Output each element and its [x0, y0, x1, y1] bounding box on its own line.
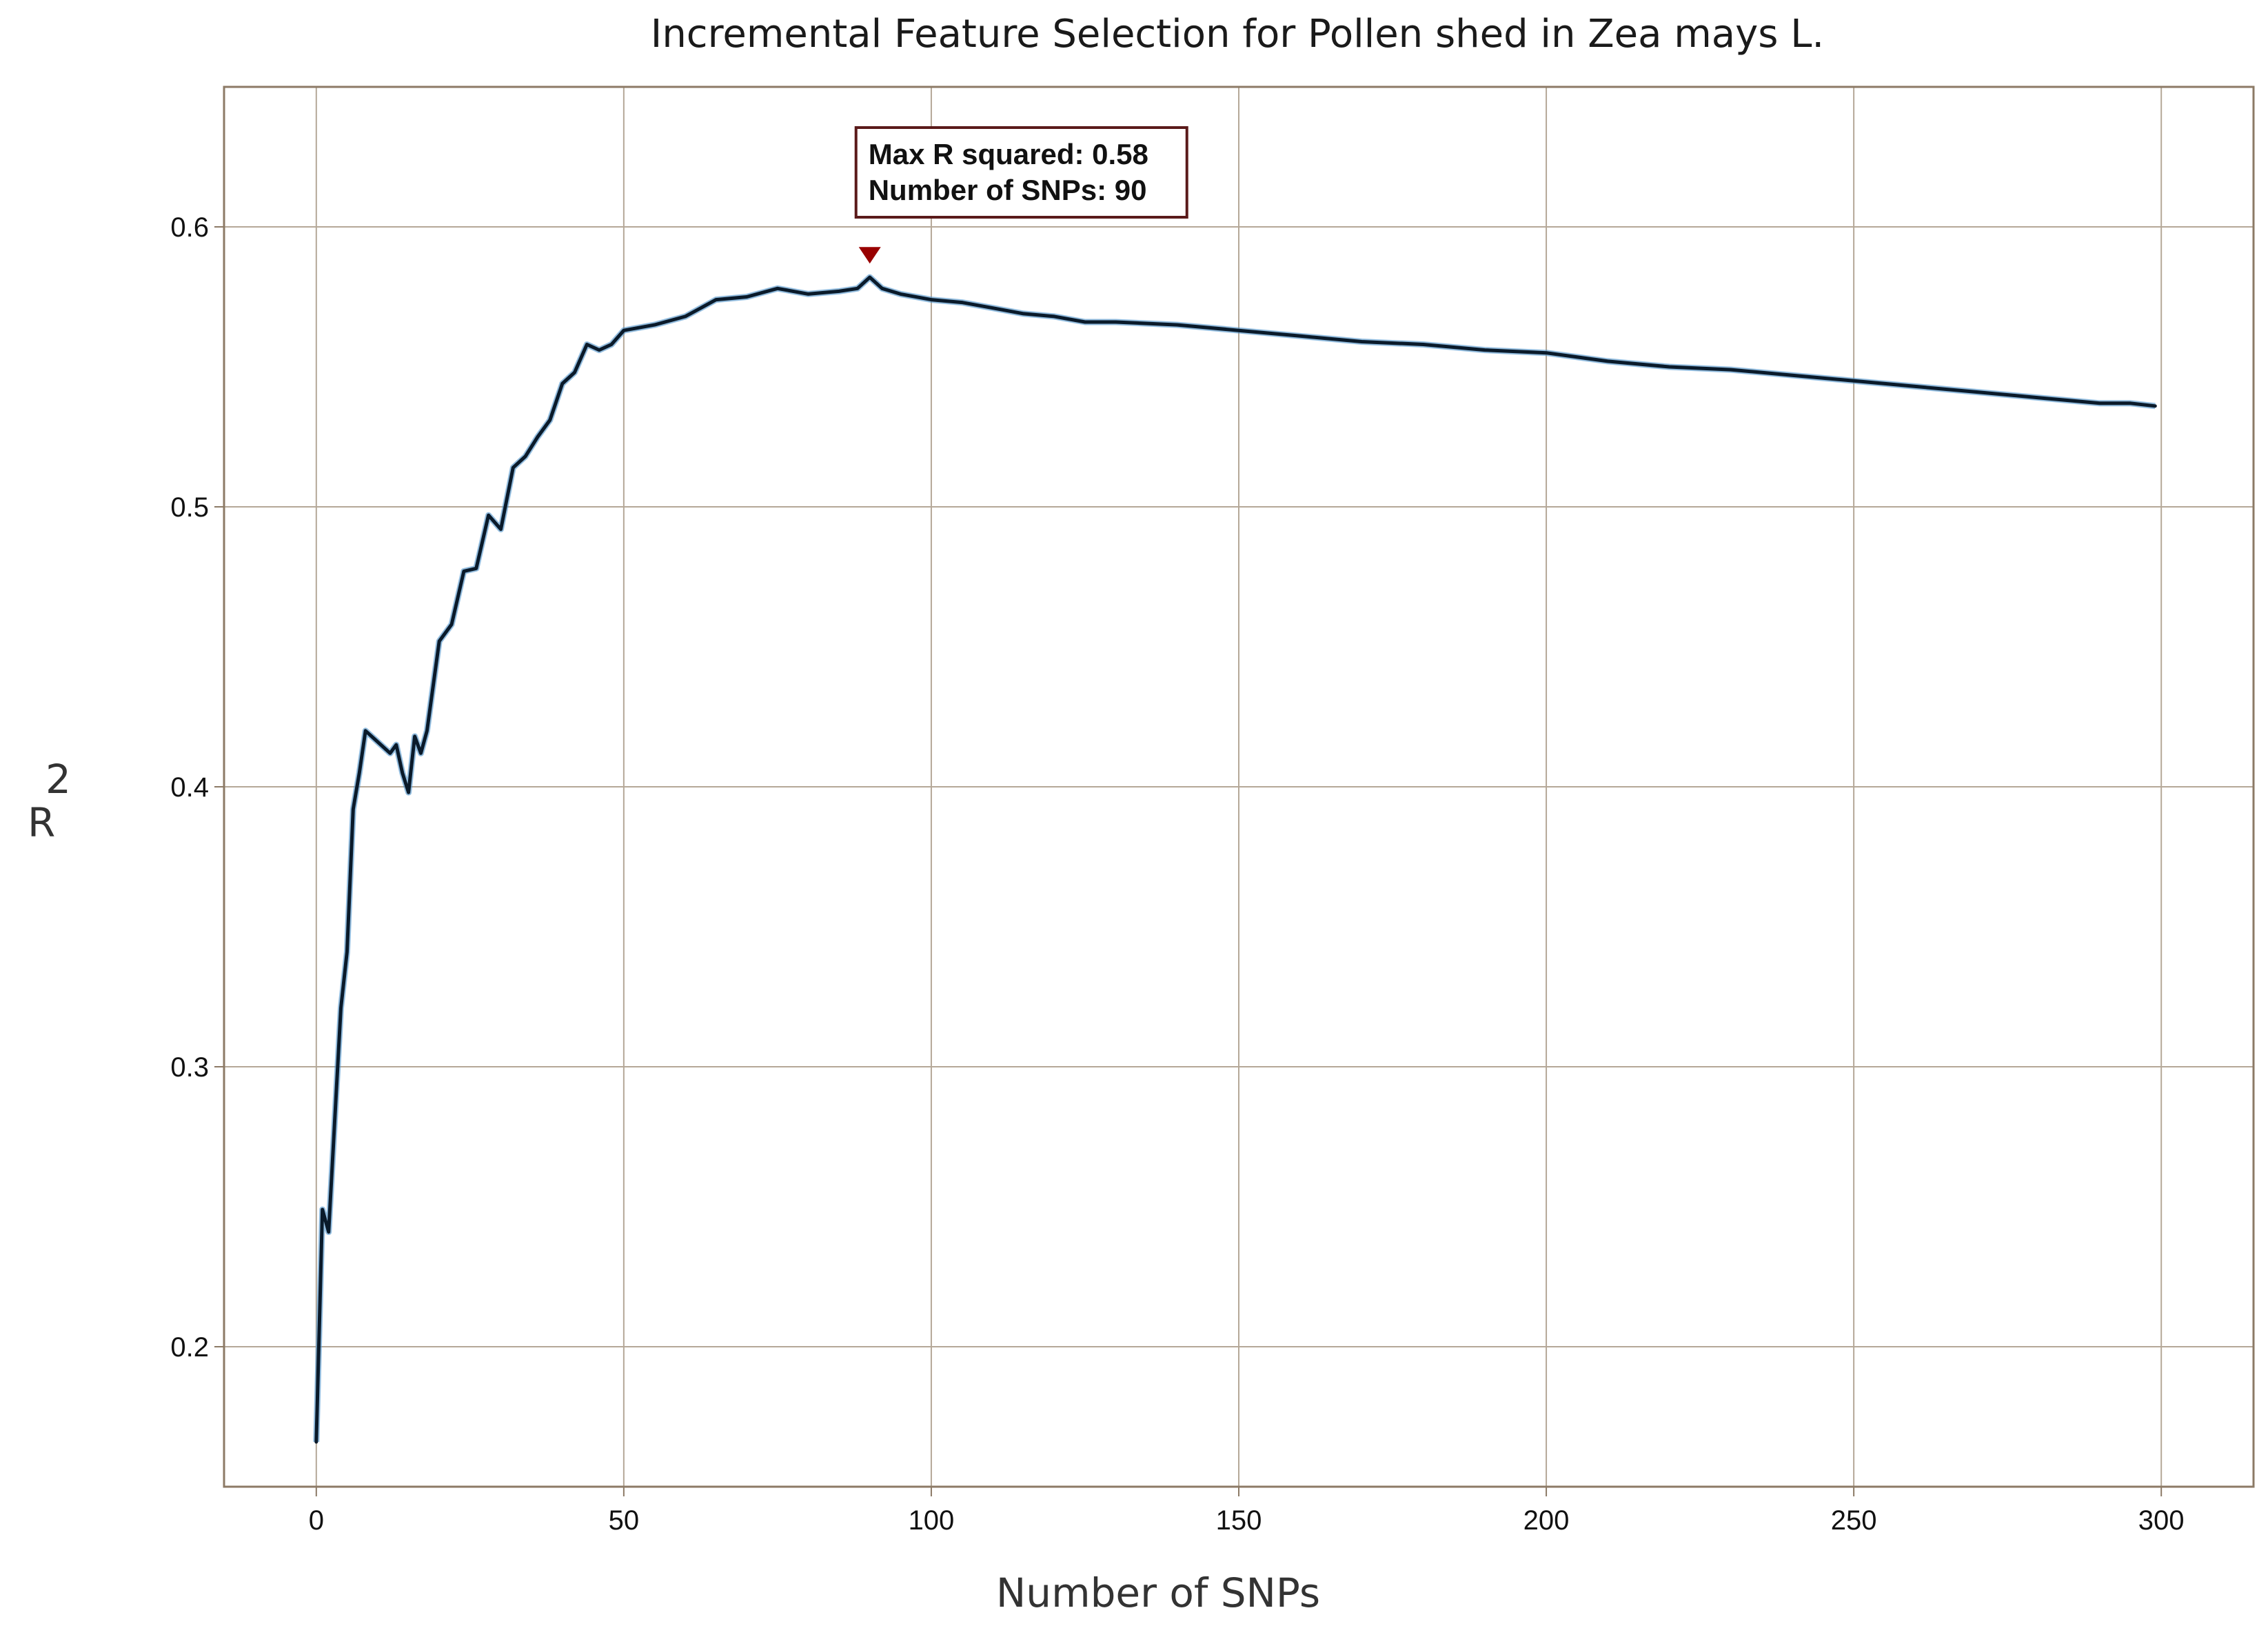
annotation-max-r-squared: Max R squared: 0.58 — [869, 138, 1148, 170]
max-marker-triangle — [858, 247, 881, 264]
chart-title: Incremental Feature Selection for Pollen… — [651, 12, 1824, 57]
annotation-number-of-snps: Number of SNPs: 90 — [869, 174, 1147, 206]
y-axis-label-base: R — [28, 799, 55, 846]
x-tick-label: 0 — [309, 1505, 324, 1536]
max-annotation: Max R squared: 0.58 Number of SNPs: 90 — [854, 126, 1188, 264]
y-axis-label: R 2 — [28, 756, 71, 846]
x-tick-label: 250 — [1831, 1505, 1877, 1536]
x-tick-label: 200 — [1523, 1505, 1570, 1536]
y-tick-label: 0.6 — [170, 212, 209, 243]
y-tick-label: 0.3 — [170, 1052, 209, 1083]
x-tick-label: 150 — [1216, 1505, 1262, 1536]
annotation-box — [854, 126, 1188, 219]
gridlines — [224, 87, 2254, 1487]
y-tick-label: 0.2 — [170, 1332, 209, 1363]
x-tick-label: 300 — [2138, 1505, 2185, 1536]
x-axis-label: Number of SNPs — [996, 1569, 1320, 1616]
series-layer — [313, 274, 2157, 1444]
r-squared-line — [314, 275, 2157, 1444]
axis-ticks: 0 50 100 150 200 250 300 0.2 0.3 0.4 0.5 0.6 — [170, 212, 2184, 1536]
y-tick-label: 0.5 — [170, 492, 209, 523]
x-tick-label: 50 — [609, 1505, 640, 1536]
y-axis-label-superscript: 2 — [45, 756, 71, 803]
y-tick-label: 0.4 — [170, 772, 209, 803]
x-tick-label: 100 — [909, 1505, 955, 1536]
